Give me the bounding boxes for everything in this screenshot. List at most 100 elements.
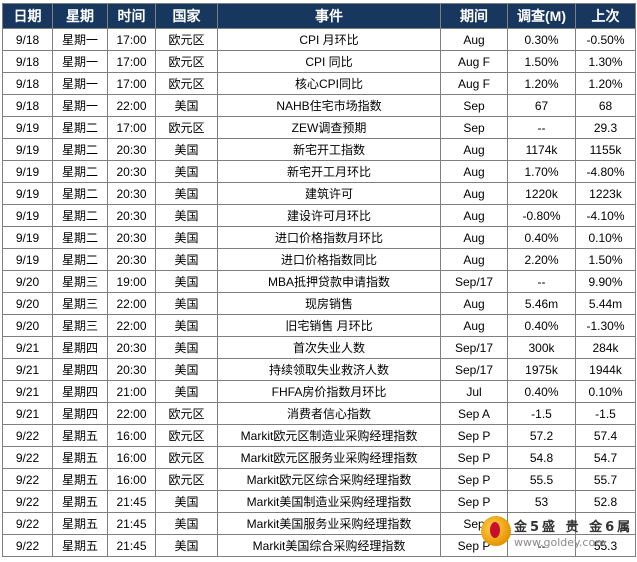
survey-cell: 53 bbox=[507, 490, 576, 513]
table-row: 9/22 星期五 21:45 美国 Markit美国服务业采购经理指数 Sep bbox=[2, 512, 636, 535]
prior-cell: 5.44m bbox=[575, 292, 636, 315]
country-cell: 欧元区 bbox=[155, 28, 218, 51]
period-cell: Sep P bbox=[440, 424, 508, 447]
period-cell: Aug F bbox=[440, 72, 508, 95]
event-cell: 进口价格指数同比 bbox=[217, 248, 441, 271]
header-country: 国家 bbox=[155, 3, 218, 29]
event-cell: Markit美国服务业采购经理指数 bbox=[217, 512, 441, 535]
time-cell: 20:30 bbox=[107, 204, 156, 227]
time-cell: 20:30 bbox=[107, 160, 156, 183]
country-cell: 欧元区 bbox=[155, 50, 218, 73]
watermark-url: www.goldey.com bbox=[514, 536, 606, 549]
country-cell: 欧元区 bbox=[155, 402, 218, 425]
period-cell: Aug bbox=[440, 28, 508, 51]
goldey-logo-icon bbox=[481, 516, 511, 546]
date-cell: 9/22 bbox=[2, 468, 53, 491]
period-cell: Aug bbox=[440, 226, 508, 249]
table-row: 9/19 星期二 20:30 美国 建筑许可 Aug 1220k 1223k bbox=[2, 182, 636, 205]
country-cell: 美国 bbox=[155, 94, 218, 117]
survey-cell: 0.40% bbox=[507, 314, 576, 337]
survey-cell: 0.40% bbox=[507, 380, 576, 403]
country-cell: 美国 bbox=[155, 292, 218, 315]
time-cell: 21:00 bbox=[107, 380, 156, 403]
header-prior: 上次 bbox=[575, 3, 636, 29]
period-cell: Sep/17 bbox=[440, 358, 508, 381]
event-cell: 建设许可月环比 bbox=[217, 204, 441, 227]
survey-cell: 57.2 bbox=[507, 424, 576, 447]
country-cell: 美国 bbox=[155, 490, 218, 513]
table-row: 9/18 星期一 17:00 欧元区 核心CPI同比 Aug F 1.20% 1.20% bbox=[2, 72, 636, 95]
country-cell: 美国 bbox=[155, 336, 218, 359]
time-cell: 21:45 bbox=[107, 534, 156, 557]
weekday-cell: 星期五 bbox=[52, 512, 108, 535]
event-cell: Markit欧元区综合采购经理指数 bbox=[217, 468, 441, 491]
prior-cell: -1.5 bbox=[575, 402, 636, 425]
survey-cell: 1.50% bbox=[507, 50, 576, 73]
date-cell: 9/21 bbox=[2, 336, 53, 359]
prior-cell: -4.10% bbox=[575, 204, 636, 227]
period-cell: Aug bbox=[440, 160, 508, 183]
survey-cell: 67 bbox=[507, 94, 576, 117]
weekday-cell: 星期一 bbox=[52, 72, 108, 95]
event-cell: 进口价格指数月环比 bbox=[217, 226, 441, 249]
date-cell: 9/19 bbox=[2, 160, 53, 183]
event-cell: 核心CPI同比 bbox=[217, 72, 441, 95]
date-cell: 9/21 bbox=[2, 402, 53, 425]
prior-cell: -0.50% bbox=[575, 28, 636, 51]
table-row: 9/18 星期一 17:00 欧元区 CPI 月环比 Aug 0.30% -0.50% bbox=[2, 28, 636, 51]
prior-cell: 1.50% bbox=[575, 248, 636, 271]
event-cell: 旧宅销售 月环比 bbox=[217, 314, 441, 337]
date-cell: 9/18 bbox=[2, 72, 53, 95]
date-cell: 9/19 bbox=[2, 182, 53, 205]
header-period: 期间 bbox=[440, 3, 508, 29]
survey-cell: 0.30% bbox=[507, 28, 576, 51]
time-cell: 20:30 bbox=[107, 336, 156, 359]
date-cell: 9/21 bbox=[2, 358, 53, 381]
country-cell: 美国 bbox=[155, 358, 218, 381]
date-cell: 9/19 bbox=[2, 248, 53, 271]
table-row: 9/19 星期二 20:30 美国 新宅开工月环比 Aug 1.70% -4.80% bbox=[2, 160, 636, 183]
table-row: 9/18 星期一 22:00 美国 NAHB住宅市场指数 Sep 67 68 bbox=[2, 94, 636, 117]
time-cell: 20:30 bbox=[107, 138, 156, 161]
prior-cell: 1223k bbox=[575, 182, 636, 205]
date-cell: 9/18 bbox=[2, 94, 53, 117]
event-cell: NAHB住宅市场指数 bbox=[217, 94, 441, 117]
country-cell: 欧元区 bbox=[155, 424, 218, 447]
weekday-cell: 星期二 bbox=[52, 248, 108, 271]
event-cell: Markit欧元区制造业采购经理指数 bbox=[217, 424, 441, 447]
event-cell: 消费者信心指数 bbox=[217, 402, 441, 425]
survey-cell: 1220k bbox=[507, 182, 576, 205]
time-cell: 20:30 bbox=[107, 358, 156, 381]
time-cell: 22:00 bbox=[107, 402, 156, 425]
event-cell: 新宅开工指数 bbox=[217, 138, 441, 161]
prior-cell: 52.8 bbox=[575, 490, 636, 513]
date-cell: 9/22 bbox=[2, 490, 53, 513]
header-date: 日期 bbox=[2, 3, 53, 29]
weekday-cell: 星期二 bbox=[52, 138, 108, 161]
country-cell: 欧元区 bbox=[155, 116, 218, 139]
survey-cell: 1.20% bbox=[507, 72, 576, 95]
period-cell: Sep/17 bbox=[440, 270, 508, 293]
survey-cell: 1174k bbox=[507, 138, 576, 161]
prior-cell: 55.7 bbox=[575, 468, 636, 491]
weekday-cell: 星期五 bbox=[52, 468, 108, 491]
table-row: 9/22 星期五 21:45 美国 Markit美国综合采购经理指数 Sep P -- 55.… bbox=[2, 534, 636, 557]
header-weekday: 星期 bbox=[52, 3, 108, 29]
time-cell: 17:00 bbox=[107, 28, 156, 51]
event-cell: ZEW调查预期 bbox=[217, 116, 441, 139]
weekday-cell: 星期一 bbox=[52, 28, 108, 51]
period-cell: Aug bbox=[440, 138, 508, 161]
prior-cell: 57.4 bbox=[575, 424, 636, 447]
survey-cell: 0.40% bbox=[507, 226, 576, 249]
survey-cell: -- bbox=[507, 116, 576, 139]
date-cell: 9/22 bbox=[2, 512, 53, 535]
event-cell: 现房销售 bbox=[217, 292, 441, 315]
survey-cell: -- bbox=[507, 534, 576, 557]
event-cell: 首次失业人数 bbox=[217, 336, 441, 359]
table-row: 9/18 星期一 17:00 欧元区 CPI 同比 Aug F 1.50% 1.30% bbox=[2, 50, 636, 73]
prior-cell: -1.30% bbox=[575, 314, 636, 337]
country-cell: 欧元区 bbox=[155, 446, 218, 469]
survey-cell: 54.8 bbox=[507, 446, 576, 469]
survey-cell: 300k bbox=[507, 336, 576, 359]
prior-cell: -4.80% bbox=[575, 160, 636, 183]
